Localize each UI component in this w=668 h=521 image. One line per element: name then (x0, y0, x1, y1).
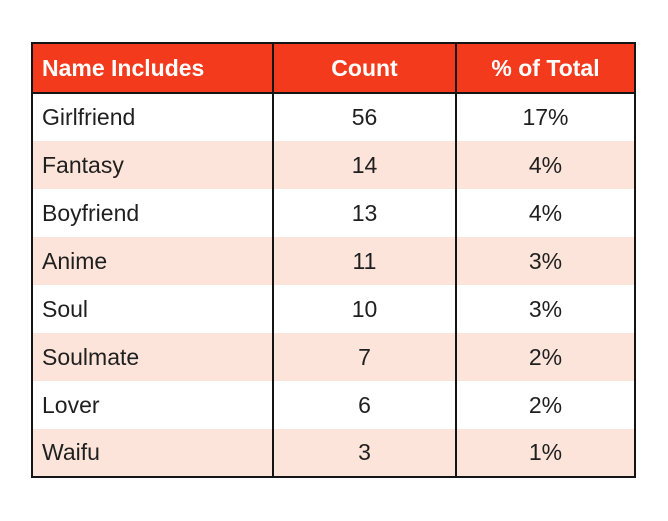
table-row: Fantasy 14 4% (31, 141, 636, 189)
cell-pct-of-total: 1% (455, 429, 636, 477)
column-header-pct-of-total: % of Total (455, 43, 636, 94)
cell-name-includes: Lover (31, 381, 274, 429)
name-includes-table: Name Includes Count % of Total Girlfrien… (31, 42, 636, 478)
column-header-count: Count (272, 43, 457, 94)
cell-name-includes: Soul (31, 285, 274, 333)
cell-name-includes: Boyfriend (31, 189, 274, 237)
table-header: Name Includes Count % of Total (31, 43, 636, 94)
table-row: Girlfriend 56 17% (31, 93, 636, 141)
cell-pct-of-total: 2% (455, 333, 636, 381)
cell-count: 3 (272, 429, 457, 477)
cell-name-includes: Soulmate (31, 333, 274, 381)
cell-count: 11 (272, 237, 457, 285)
cell-count: 13 (272, 189, 457, 237)
cell-pct-of-total: 4% (455, 189, 636, 237)
cell-name-includes: Waifu (31, 429, 274, 477)
cell-pct-of-total: 2% (455, 381, 636, 429)
cell-name-includes: Girlfriend (31, 93, 274, 141)
cell-pct-of-total: 17% (455, 93, 636, 141)
table-row: Lover 6 2% (31, 381, 636, 429)
cell-count: 7 (272, 333, 457, 381)
table-row: Soul 10 3% (31, 285, 636, 333)
table-body: Girlfriend 56 17% Fantasy 14 4% Boyfriend 13 4% A… (31, 93, 636, 477)
cell-pct-of-total: 3% (455, 285, 636, 333)
cell-count: 14 (272, 141, 457, 189)
cell-pct-of-total: 3% (455, 237, 636, 285)
cell-pct-of-total: 4% (455, 141, 636, 189)
cell-name-includes: Fantasy (31, 141, 274, 189)
table-row: Waifu 3 1% (31, 429, 636, 477)
header-row: Name Includes Count % of Total (31, 43, 636, 94)
table-row: Boyfriend 13 4% (31, 189, 636, 237)
cell-count: 10 (272, 285, 457, 333)
table-row: Soulmate 7 2% (31, 333, 636, 381)
cell-name-includes: Anime (31, 237, 274, 285)
cell-count: 6 (272, 381, 457, 429)
table-row: Anime 11 3% (31, 237, 636, 285)
column-header-name-includes: Name Includes (31, 43, 274, 94)
cell-count: 56 (272, 93, 457, 141)
